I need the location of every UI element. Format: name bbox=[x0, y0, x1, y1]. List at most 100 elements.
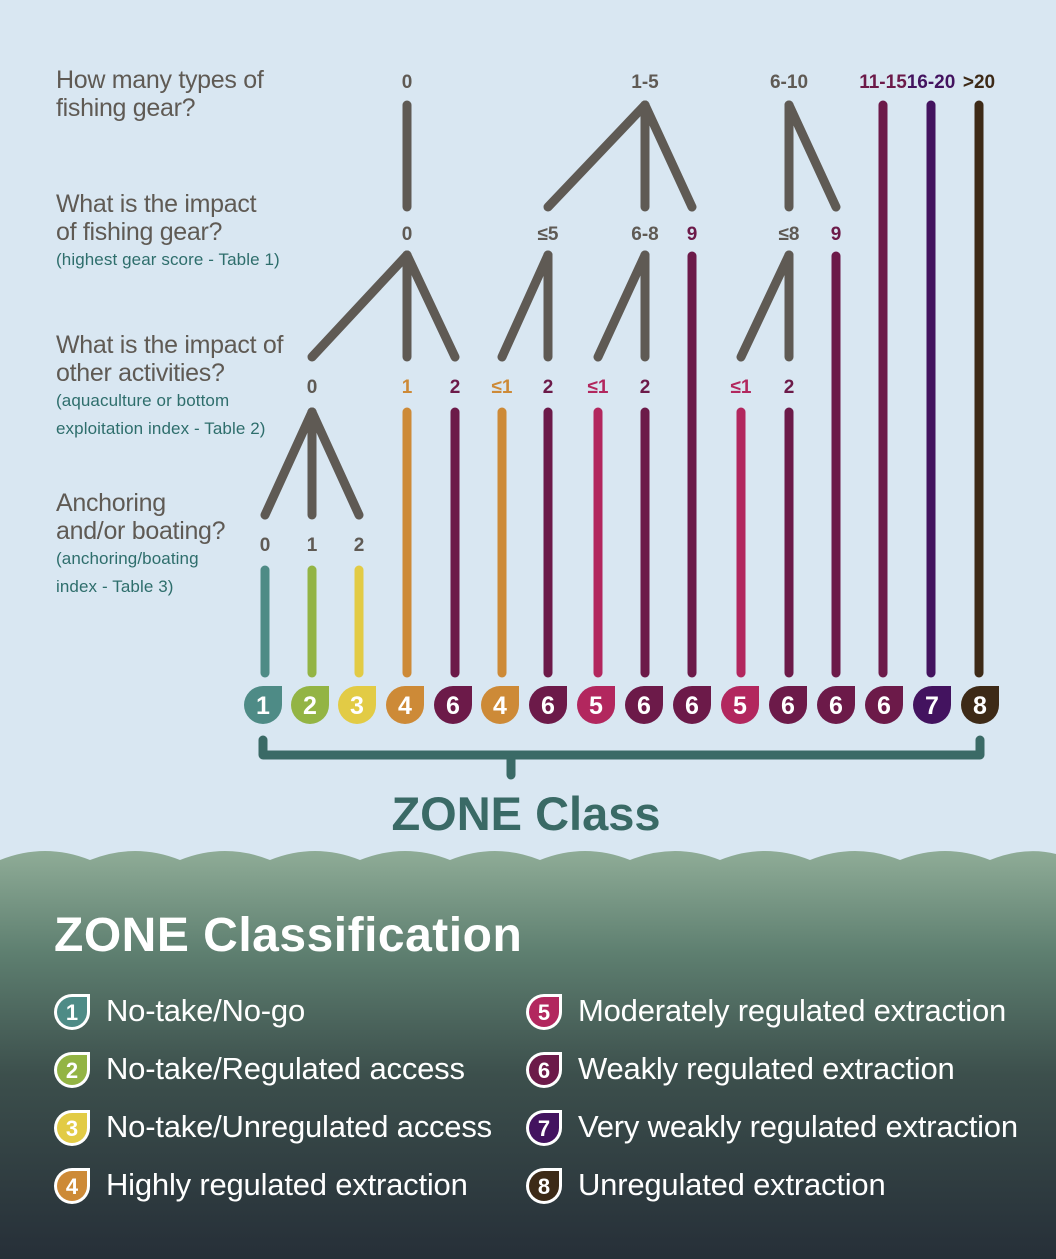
zone-badge-12-shape bbox=[769, 686, 807, 724]
zone-badge-10-number: 6 bbox=[685, 692, 699, 720]
legend-item-1: 1 No-take/No-go bbox=[52, 988, 492, 1046]
question-anchoring: Anchoring and/or boating? (anchoring/boa… bbox=[56, 489, 226, 601]
zone-badge-11: 5 bbox=[721, 686, 759, 724]
zone-badge-13: 6 bbox=[817, 686, 855, 724]
zone-badge-9-shape bbox=[625, 686, 663, 724]
question-gear-impact-line-2: of fishing gear? bbox=[56, 218, 223, 246]
zone-badge-3: 3 bbox=[338, 686, 376, 724]
zone-badge-9-number: 6 bbox=[637, 692, 651, 720]
other-impact-label-3: 2 bbox=[450, 377, 461, 398]
question-anchoring-note-1: (anchoring/boating bbox=[56, 549, 199, 568]
question-other-activities-note-2: exploitation index - Table 2) bbox=[56, 419, 266, 438]
gear-impact-label-1: 0 bbox=[402, 224, 413, 245]
badge-number: 3 bbox=[66, 1116, 78, 1141]
legend-item-2: 2 No-take/Regulated access bbox=[52, 1046, 492, 1104]
zone-badge-14-shape bbox=[865, 686, 903, 724]
other-impact-label-4: ≤1 bbox=[492, 377, 513, 398]
badge-number: 7 bbox=[538, 1116, 550, 1141]
gear-impact-label-2: ≤5 bbox=[538, 224, 559, 245]
question-anchoring-line-2: and/or boating? bbox=[56, 517, 226, 545]
branch-impact-6-8-left bbox=[593, 250, 650, 362]
other-impact-label-5: 2 bbox=[543, 377, 554, 398]
legend-label-5: Moderately regulated extraction bbox=[578, 993, 1007, 1028]
branch-gear-1-5-left bbox=[543, 100, 650, 212]
badge-fill bbox=[57, 1171, 87, 1201]
badge-number: 2 bbox=[66, 1058, 78, 1083]
badge-number: 1 bbox=[66, 1000, 78, 1025]
gear-types-label-6: >20 bbox=[963, 72, 995, 93]
zone-class-title: ZONE Class bbox=[391, 787, 660, 840]
legend-list-left: 1 No-take/No-go 2 No-take/Regulated acce… bbox=[52, 988, 492, 1220]
anchoring-label-3: 2 bbox=[354, 535, 365, 556]
question-other-activities-line-1: What is the impact of bbox=[56, 331, 284, 359]
zone-7-badge-icon: 7 bbox=[526, 1110, 562, 1146]
legend-item-4: 4 Highly regulated extraction bbox=[52, 1162, 492, 1220]
zone-badge-8: 5 bbox=[577, 686, 615, 724]
legend-item-6: 6 Weakly regulated extraction bbox=[524, 1046, 1018, 1104]
zone-badge-16-number: 8 bbox=[973, 692, 987, 720]
question-gear-impact: What is the impact of fishing gear? (hig… bbox=[56, 190, 280, 274]
zone-badge-6-number: 4 bbox=[493, 692, 507, 720]
branch-other-0-right bbox=[307, 407, 364, 520]
zone-badge-15-shape bbox=[913, 686, 951, 724]
badge-fill bbox=[57, 1113, 87, 1143]
anchoring-label-1: 0 bbox=[260, 535, 271, 556]
zone-badge-14: 6 bbox=[865, 686, 903, 724]
question-anchoring-note-2: index - Table 3) bbox=[56, 577, 174, 596]
zone-badge-15: 7 bbox=[913, 686, 951, 724]
zone-badge-5-shape bbox=[434, 686, 472, 724]
zone-badge-12: 6 bbox=[769, 686, 807, 724]
question-gear-types-line-1: How many types of bbox=[56, 66, 264, 94]
zone-4-badge-icon: 4 bbox=[54, 1168, 90, 1204]
badge-fill bbox=[529, 1113, 559, 1143]
zone-badge-16-shape bbox=[961, 686, 999, 724]
zone-badge-4-shape bbox=[386, 686, 424, 724]
zone-badge-6-shape bbox=[481, 686, 519, 724]
zone-badge-9: 6 bbox=[625, 686, 663, 724]
branch-other-0-left bbox=[260, 407, 317, 520]
question-other-activities-line-2: other activities? bbox=[56, 359, 225, 387]
zone-badge-11-number: 5 bbox=[733, 692, 747, 720]
gear-types-label-4: 11-15 bbox=[859, 72, 907, 93]
zone-badge-1-shape bbox=[244, 686, 282, 724]
zone-5-badge-icon: 5 bbox=[526, 994, 562, 1030]
legend-label-4: Highly regulated extraction bbox=[106, 1167, 468, 1202]
other-impact-label-1: 0 bbox=[307, 377, 318, 398]
badge-number: 5 bbox=[538, 1000, 550, 1025]
zone-bracket bbox=[258, 735, 985, 780]
zone-badge-4-number: 4 bbox=[398, 692, 412, 720]
gear-impact-label-5: ≤8 bbox=[779, 224, 800, 245]
zone-1-badge-icon: 1 bbox=[54, 994, 90, 1030]
zone-badge-2-shape bbox=[291, 686, 329, 724]
zone-badge-13-shape bbox=[817, 686, 855, 724]
zone-badge-8-shape bbox=[577, 686, 615, 724]
branch-gear-6-10-right bbox=[784, 100, 841, 212]
branch-impact-le8-left bbox=[736, 250, 794, 362]
question-gear-types-line-2: fishing gear? bbox=[56, 94, 196, 122]
zone-badge-2: 2 bbox=[291, 686, 329, 724]
zone-badge-8-number: 5 bbox=[589, 692, 603, 720]
legend-label-8: Unregulated extraction bbox=[578, 1167, 886, 1202]
legend-label-2: No-take/Regulated access bbox=[106, 1051, 465, 1086]
branch-impact-0-left bbox=[307, 250, 412, 362]
gear-types-label-3: 6-10 bbox=[770, 72, 808, 93]
branch-impact-le5-left bbox=[497, 250, 553, 362]
zone-badge-14-number: 6 bbox=[877, 692, 891, 720]
decision-tree: 0 1-5 6-10 11-15 16-20 >20 0 ≤5 6-8 9 ≤8 9 0 1 2 ≤1 2 ≤1 2… bbox=[244, 72, 999, 840]
zone-badge-5: 6 bbox=[434, 686, 472, 724]
gear-types-label-2: 1-5 bbox=[631, 72, 659, 93]
badge-number: 6 bbox=[538, 1058, 550, 1083]
zone-badge-5-number: 6 bbox=[446, 692, 460, 720]
legend-title: ZONE Classification bbox=[54, 909, 523, 962]
gear-types-label-1: 0 bbox=[402, 72, 413, 93]
badge-fill bbox=[529, 1171, 559, 1201]
badge-number: 8 bbox=[538, 1174, 550, 1199]
zone-badge-15-number: 7 bbox=[925, 692, 939, 720]
zone-badge-7-number: 6 bbox=[541, 692, 555, 720]
gear-impact-label-3: 6-8 bbox=[631, 224, 658, 245]
zone-badge-10-shape bbox=[673, 686, 711, 724]
badge-number: 4 bbox=[66, 1174, 79, 1199]
legend-item-8: 8 Unregulated extraction bbox=[524, 1162, 1018, 1220]
other-impact-label-7: 2 bbox=[640, 377, 651, 398]
legend-label-6: Weakly regulated extraction bbox=[578, 1051, 955, 1086]
